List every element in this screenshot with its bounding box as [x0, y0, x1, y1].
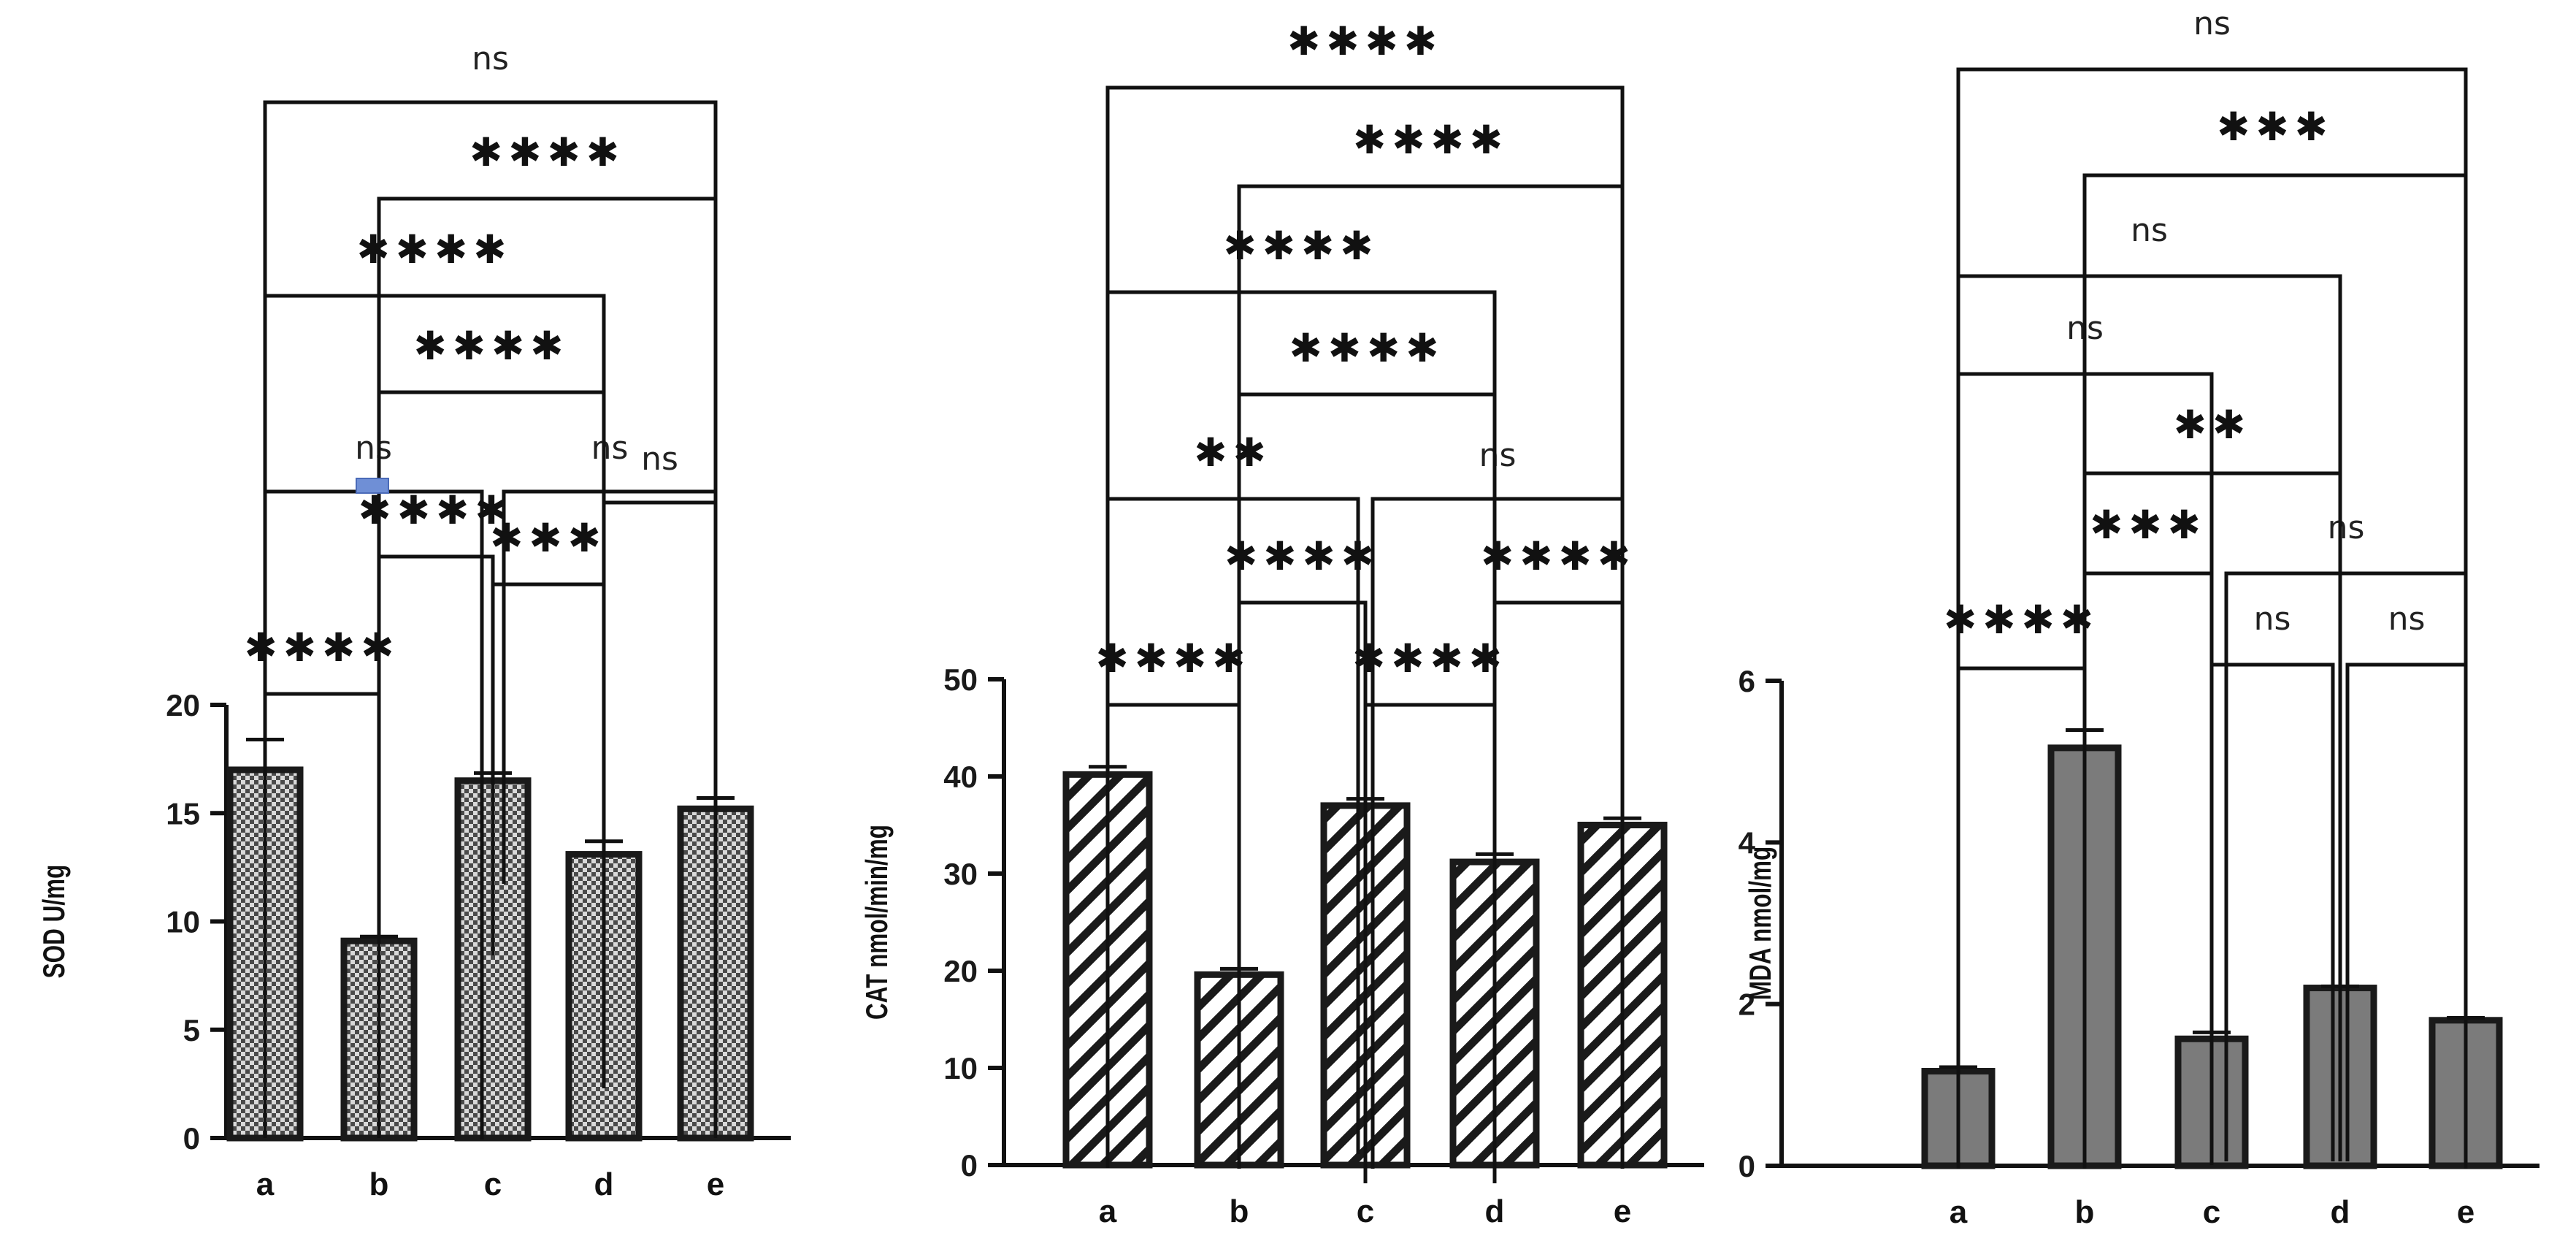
- x-tick-label-e: e: [1614, 1194, 1631, 1229]
- y-tick-label: 15: [166, 796, 200, 830]
- y-tick-label: 5: [183, 1013, 200, 1047]
- bracket-line: [1956, 274, 2342, 1161]
- significance-label: ✱✱✱✱: [1224, 223, 1379, 269]
- x-tick-label-b: b: [2075, 1194, 2095, 1230]
- bracket-line: [602, 500, 718, 785]
- significance-bracket: ns: [263, 40, 718, 957]
- significance-label: ✱✱✱✱: [414, 323, 570, 369]
- significance-label: ✱✱✱: [2217, 104, 2334, 150]
- significance-label: ✱✱✱✱: [359, 487, 514, 533]
- significance-label: ns: [2388, 600, 2426, 638]
- significance-bracket: ns: [1956, 5, 2468, 1169]
- significance-label: ✱✱✱✱: [1481, 533, 1636, 579]
- x-tick-label-c: c: [1357, 1194, 1374, 1229]
- x-tick-label-b: b: [1230, 1194, 1249, 1229]
- y-tick-label: 6: [1739, 664, 1755, 698]
- bracket-line: [1105, 85, 1625, 1168]
- y-tick-label: 20: [943, 954, 978, 988]
- y-tick-label: 0: [961, 1148, 978, 1183]
- significance-label: ✱✱: [1194, 429, 1272, 476]
- significance-bracket: ✱✱✱✱: [1105, 18, 1625, 1168]
- significance-label: ✱✱✱✱: [357, 226, 513, 272]
- panel-mda: 0 2 4 6 MDA nmol/mg a b c d e ✱✱✱✱ ns ns ✱✱✱ ns ✱✱ ns ns ✱…: [1739, 5, 2539, 1230]
- significance-label: ✱✱: [2174, 402, 2252, 448]
- x-tick-label-a: a: [256, 1166, 275, 1202]
- significance-label: ns: [591, 429, 629, 467]
- x-tick-label-e: e: [707, 1166, 724, 1202]
- x-tick-label-a: a: [1950, 1194, 1968, 1230]
- y-axis-label: SOD U/mg: [37, 865, 72, 979]
- y-tick-label: 10: [166, 905, 200, 939]
- y-tick-label: 0: [183, 1121, 200, 1156]
- x-tick-label-c: c: [2203, 1194, 2220, 1230]
- x-tick-label-b: b: [369, 1166, 389, 1202]
- y-tick-label: 30: [943, 857, 978, 891]
- significance-label: ✱✱✱✱: [1944, 597, 2099, 643]
- significance-label: ✱✱✱✱: [1287, 18, 1443, 64]
- y-tick-label: 50: [943, 662, 978, 697]
- bracket-line: [1956, 67, 2468, 1169]
- bracket-line: [263, 100, 718, 957]
- significance-label: ns: [472, 40, 509, 77]
- bracket-line: [2082, 173, 2468, 1169]
- y-tick-label: 2: [1739, 988, 1755, 1022]
- significance-label: ✱✱✱: [2090, 502, 2207, 548]
- significance-label: ✱✱✱✱: [1096, 635, 1251, 681]
- significance-bracket: ns: [1956, 212, 2342, 1161]
- bracket-line: [1956, 666, 2087, 698]
- y-tick-label: 40: [943, 760, 978, 794]
- y-tick-label: 0: [1739, 1149, 1755, 1183]
- y-axis-label: MDA nmol/mg: [1743, 847, 1778, 1000]
- x-tick-label-e: e: [2457, 1194, 2475, 1230]
- significance-label: ns: [1479, 437, 1517, 474]
- x-tick-label-d: d: [2331, 1194, 2350, 1230]
- significance-label: ns: [2254, 600, 2291, 638]
- significance-label: ✱✱✱✱: [1289, 325, 1445, 371]
- significance-label: ns: [2328, 509, 2365, 546]
- y-tick-label: 4: [1739, 825, 1756, 860]
- significance-label: ✱✱✱✱: [469, 129, 625, 175]
- y-axis-label: CAT nmol/min/mg: [859, 825, 894, 1020]
- y-tick-label: 10: [943, 1051, 978, 1085]
- significance-label: ✱✱✱✱: [245, 625, 400, 671]
- significance-label: ✱✱✱✱: [1353, 117, 1509, 163]
- significance-label: ns: [2193, 5, 2231, 42]
- significance-label: ✱✱✱✱: [1352, 635, 1508, 681]
- x-tick-label-d: d: [1485, 1194, 1505, 1229]
- y-tick-label: 20: [166, 688, 200, 722]
- significance-bracket: ✱✱✱✱: [1944, 597, 2099, 698]
- bracket-line: [1105, 290, 1497, 1165]
- significance-label: ✱✱✱✱: [1224, 533, 1380, 579]
- selection-handle: [356, 478, 389, 494]
- x-tick-label-c: c: [484, 1166, 502, 1202]
- significance-bracket: ✱✱✱✱: [377, 129, 718, 1138]
- x-tick-label-d: d: [594, 1166, 614, 1202]
- x-tick-label-a: a: [1099, 1194, 1117, 1229]
- significance-label: ns: [641, 440, 678, 478]
- significance-label: ✱✱✱: [490, 515, 607, 561]
- significance-label: ns: [2131, 212, 2168, 249]
- significance-label: ns: [355, 429, 392, 467]
